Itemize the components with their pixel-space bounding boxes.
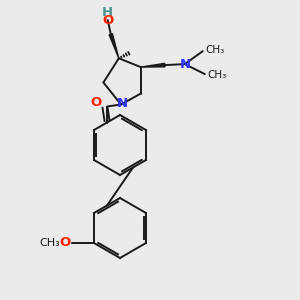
Text: O: O [102,14,113,27]
Text: N: N [180,58,191,70]
Polygon shape [141,63,165,67]
Polygon shape [109,34,119,58]
Text: CH₃: CH₃ [206,45,225,55]
Text: N: N [116,97,128,110]
Text: CH₃: CH₃ [39,238,60,248]
Text: O: O [90,96,102,109]
Text: CH₃: CH₃ [208,70,227,80]
Text: H: H [102,6,113,19]
Text: O: O [60,236,71,250]
